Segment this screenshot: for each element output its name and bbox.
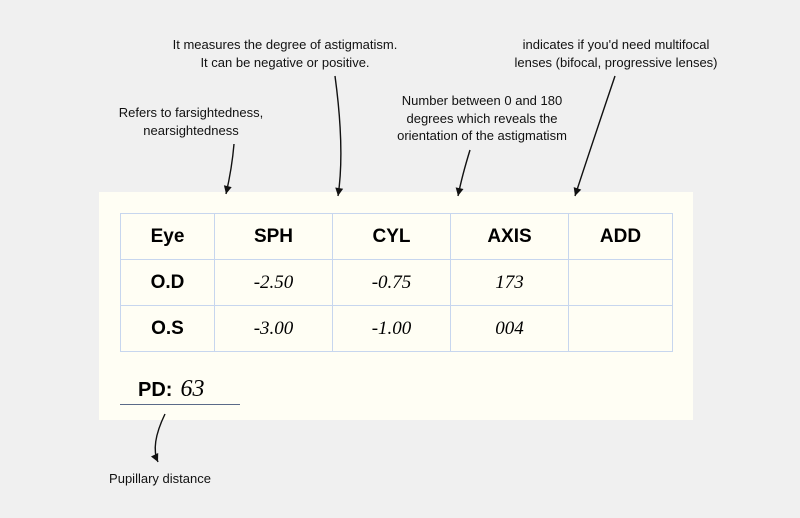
- cell-value: 004: [451, 306, 569, 352]
- table-row: O.S-3.00-1.00004: [121, 306, 673, 352]
- col-header-add: ADD: [569, 214, 673, 260]
- table-row: O.D-2.50-0.75173: [121, 260, 673, 306]
- pd-label: PD:: [138, 379, 172, 402]
- annotation-axis: Number between 0 and 180 degrees which r…: [372, 92, 592, 145]
- pd-underline: [120, 404, 240, 405]
- col-header-eye: Eye: [121, 214, 215, 260]
- prescription-table: EyeSPHCYLAXISADD O.D-2.50-0.75173O.S-3.0…: [120, 213, 673, 352]
- annotation-sph: Refers to farsightedness, nearsightednes…: [86, 104, 296, 139]
- page-background: Refers to farsightedness, nearsightednes…: [0, 0, 800, 518]
- row-label: O.D: [121, 260, 215, 306]
- cell-value: -1.00: [333, 306, 451, 352]
- col-header-axis: AXIS: [451, 214, 569, 260]
- cell-value: [569, 306, 673, 352]
- annotation-cyl: It measures the degree of astigmatism. I…: [145, 36, 425, 71]
- pd-row: PD: 63: [138, 376, 204, 403]
- cell-value: -0.75: [333, 260, 451, 306]
- row-label: O.S: [121, 306, 215, 352]
- cell-value: 173: [451, 260, 569, 306]
- cell-value: -3.00: [215, 306, 333, 352]
- col-header-cyl: CYL: [333, 214, 451, 260]
- pd-value: 63: [180, 376, 204, 403]
- col-header-sph: SPH: [215, 214, 333, 260]
- annotation-pd: Pupillary distance: [80, 470, 240, 488]
- cell-value: [569, 260, 673, 306]
- cell-value: -2.50: [215, 260, 333, 306]
- annotation-add: indicates if you'd need multifocal lense…: [490, 36, 742, 71]
